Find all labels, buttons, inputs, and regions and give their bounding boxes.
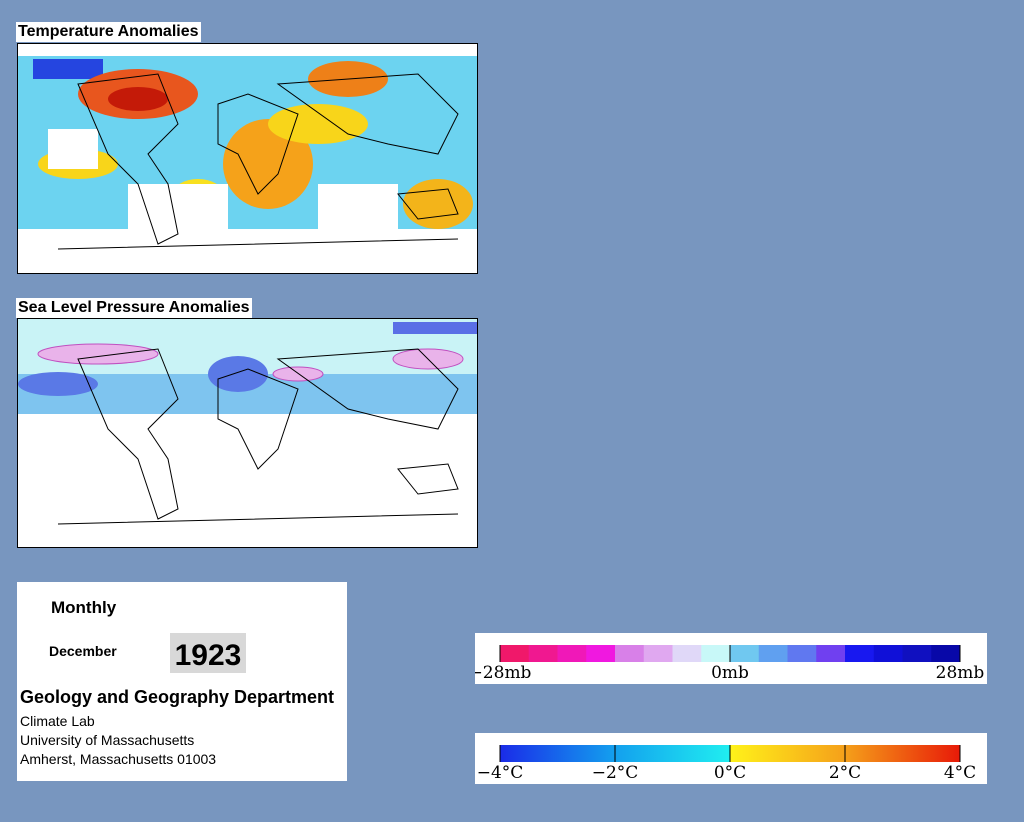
colorbar-segment xyxy=(873,645,903,662)
map-field xyxy=(318,184,398,229)
map-field xyxy=(18,44,477,56)
colorbar-label: 0mb xyxy=(711,663,749,683)
colorbar-segment xyxy=(931,645,961,662)
colorbar-segment xyxy=(528,645,558,662)
colorbar-label: −4°C xyxy=(477,763,524,783)
map-field xyxy=(48,129,98,169)
map-field xyxy=(128,184,228,229)
colorbar-label: −2°C xyxy=(592,763,639,783)
map-field xyxy=(33,59,103,79)
map-field xyxy=(268,104,368,144)
colorbar-segment xyxy=(816,645,846,662)
colorbar-segment xyxy=(787,645,817,662)
coastline xyxy=(57,348,459,525)
colorbar: −4°C −2°C 0°C 2°C 4°C xyxy=(477,745,976,783)
department: Geology and Geography Department xyxy=(20,687,335,707)
panel-title: Temperature Anomalies xyxy=(16,22,201,42)
address: Climate Lab University of Massachusetts … xyxy=(20,712,216,769)
colorbar-segment xyxy=(586,645,616,662)
address-line: Amherst, Massachusetts 01003 xyxy=(20,751,217,767)
temperature-legend: −4°C −2°C 0°C 2°C 4°C xyxy=(475,733,987,784)
colorbar-segment xyxy=(672,645,702,662)
colorbar-label: 2°C xyxy=(829,763,861,783)
colorbar-label: −28mb xyxy=(475,663,532,683)
colorbar-label: 4°C xyxy=(944,763,976,783)
map-field xyxy=(208,356,268,392)
map-field xyxy=(37,343,159,365)
colorbar-segment xyxy=(845,645,875,662)
coastline xyxy=(57,73,459,250)
map-field xyxy=(223,119,313,209)
colorbar-segment xyxy=(902,645,932,662)
pressure-map xyxy=(17,318,478,548)
temperature-map xyxy=(17,43,478,274)
colorbar-segment xyxy=(500,645,530,662)
colorbar-segment xyxy=(701,645,731,662)
address-line: Climate Lab xyxy=(20,713,95,729)
map-field xyxy=(272,366,324,382)
period: Monthly xyxy=(51,598,117,617)
map-field xyxy=(18,372,98,396)
colorbar-segment xyxy=(643,645,673,662)
pressure-legend: −28mb 0mb 28mb xyxy=(469,633,987,684)
colorbar-segment xyxy=(615,645,645,662)
colorbar-label: 0°C xyxy=(714,763,746,783)
colorbar-segment xyxy=(557,645,587,662)
year: 1923 xyxy=(170,633,246,673)
map-field xyxy=(18,229,477,273)
colorbar: −28mb 0mb 28mb xyxy=(469,645,985,683)
address-line: University of Massachusetts xyxy=(20,732,195,748)
map-field xyxy=(403,179,473,229)
colorbar-segment xyxy=(758,645,788,662)
info-box: Monthly December 1923 Geology and Geogra… xyxy=(17,582,347,781)
month: December xyxy=(49,643,117,659)
map-field xyxy=(393,322,477,334)
colorbar-label: 28mb xyxy=(936,663,985,683)
map-field xyxy=(108,87,168,111)
panel-title: Sea Level Pressure Anomalies xyxy=(16,298,252,318)
colorbar-segment xyxy=(730,645,760,662)
